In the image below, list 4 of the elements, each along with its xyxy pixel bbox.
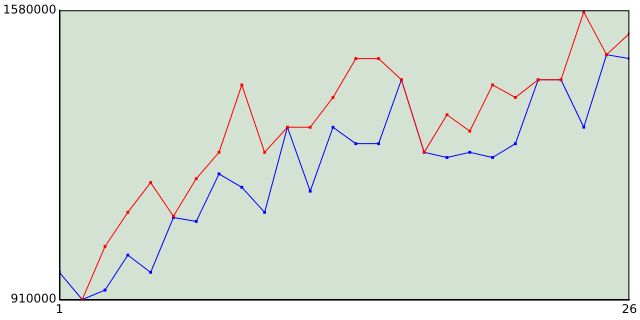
x-tick-label: 26	[622, 302, 638, 316]
y-tick-label: 1580000	[2, 2, 56, 16]
y-tick-label: 910000	[10, 292, 56, 306]
x-tick-label: 1	[56, 302, 64, 316]
